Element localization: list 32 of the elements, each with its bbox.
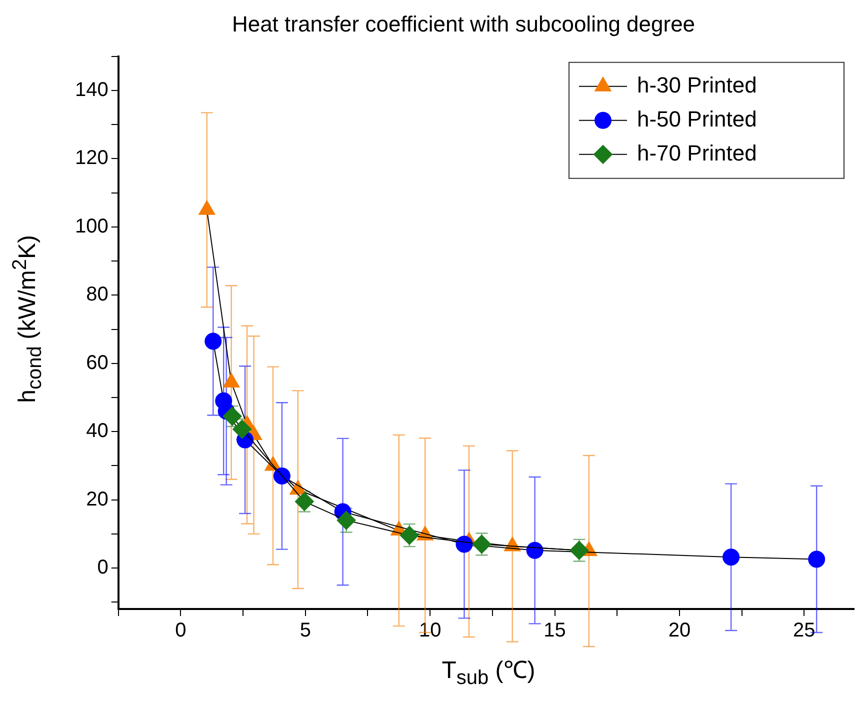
point xyxy=(204,332,222,350)
y-tick-label: 40 xyxy=(86,420,108,442)
point xyxy=(526,542,544,559)
point xyxy=(722,548,740,566)
y-tick-label: 120 xyxy=(74,147,108,170)
point xyxy=(456,536,473,553)
point xyxy=(400,526,419,545)
point xyxy=(232,420,252,439)
x-tick-label: 25 xyxy=(793,620,816,642)
point xyxy=(273,467,290,484)
x-tick-label: 15 xyxy=(544,620,566,642)
y-tick-label: 140 xyxy=(74,79,108,102)
y-tick-label: 100 xyxy=(74,215,108,238)
y-tick-label: 0 xyxy=(97,556,108,579)
x-tick-label: 0 xyxy=(175,620,186,642)
point xyxy=(570,540,589,560)
legend-label: h-30 Printed xyxy=(637,72,757,98)
x-tick-label: 10 xyxy=(418,620,442,642)
point xyxy=(336,510,356,530)
point xyxy=(472,534,492,554)
y-tick-label: 60 xyxy=(86,352,108,374)
x-tick-label: 5 xyxy=(300,620,311,642)
x-axis-title: T$_{sub}$ (℃) xyxy=(440,656,536,690)
point xyxy=(294,492,314,512)
legend-label: h-50 Printed xyxy=(637,106,757,132)
x-tick-label: 20 xyxy=(668,620,691,642)
legend-label: h-70 Printed xyxy=(637,140,757,166)
chart-title: Heat transfer coefficient with subcooling degree xyxy=(232,11,696,36)
y-tick-label: 20 xyxy=(86,488,108,510)
point xyxy=(808,550,826,568)
y-tick-label: 80 xyxy=(86,284,108,306)
point xyxy=(222,406,242,426)
